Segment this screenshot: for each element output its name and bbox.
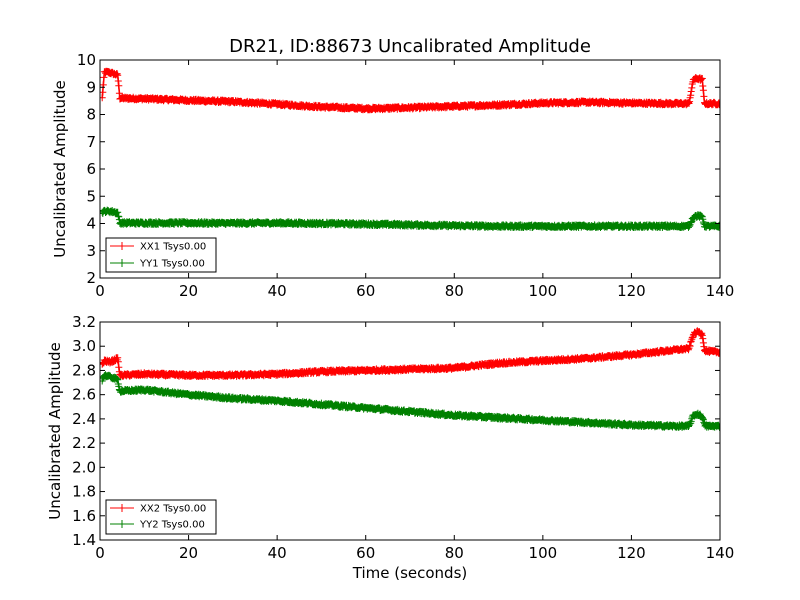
top-y-tick-label: 2 (86, 269, 96, 287)
top-y-tick-label: 7 (86, 133, 96, 151)
top-y-tick-label: 9 (86, 78, 96, 96)
top-x-tick-label: 140 (706, 282, 735, 300)
bottom-y-tick-label: 2.6 (72, 386, 96, 404)
bottom-legend-box (105, 499, 217, 535)
top-series-xx1-markers (100, 67, 720, 114)
top-x-tick-label: 80 (445, 282, 464, 300)
bottom-x-tick-label: 100 (529, 544, 558, 562)
bottom-series-yy2-markers (100, 371, 720, 431)
top-x-tick-label: 40 (268, 282, 287, 300)
bottom-x-tick-label: 120 (617, 544, 646, 562)
top-chart-title: DR21, ID:88673 Uncalibrated Amplitude (229, 36, 591, 57)
bottom-x-axis-label: Time (seconds) (352, 564, 468, 582)
top-legend-box (105, 237, 217, 273)
bottom-series-yy2-line (101, 374, 720, 428)
top-y-axis-label: Uncalibrated Amplitude (51, 80, 69, 257)
bottom-axes-frame (99, 321, 721, 541)
top-x-tick-label: 0 (95, 282, 105, 300)
bottom-y-tick-label: 1.4 (72, 531, 96, 549)
bottom-legend-marker-yy2 (118, 520, 126, 528)
top-legend-marker-yy1 (118, 259, 126, 267)
bottom-ticks: 0 20 40 60 80 100 120 140 1.4 1.6 1.8 2.0 2.2 2.4 2.6 2… (72, 313, 734, 562)
top-y-tick-label: 10 (77, 51, 96, 69)
bottom-y-tick-label: 1.8 (72, 483, 96, 501)
top-x-tick-label: 60 (356, 282, 375, 300)
top-series-yy1-line (101, 210, 720, 227)
bottom-legend: XX2 Tsys0.00 YY2 Tsys0.00 (105, 499, 217, 535)
bottom-legend-label-yy2: YY2 Tsys0.00 (139, 520, 205, 531)
bottom-y-tick-label: 1.6 (72, 507, 96, 525)
bottom-x-tick-label: 140 (706, 544, 735, 562)
top-y-tick-label: 5 (86, 187, 96, 205)
bottom-x-tick-label: 60 (356, 544, 375, 562)
bottom-y-tick-label: 2.0 (72, 458, 96, 476)
top-x-tick-label: 120 (617, 282, 646, 300)
top-y-tick-label: 3 (86, 242, 96, 260)
top-series-yy1-markers (100, 206, 720, 231)
bottom-y-tick-label: 3.2 (72, 313, 96, 331)
bottom-y-tick-label: 2.8 (72, 361, 96, 379)
top-subplot: DR21, ID:88673 Uncalibrated Amplitude Un… (51, 36, 734, 300)
top-legend-label-yy1: YY1 Tsys0.00 (139, 259, 205, 270)
bottom-x-tick-label: 20 (179, 544, 198, 562)
bottom-series-xx2-markers (100, 327, 720, 380)
bottom-x-tick-label: 80 (445, 544, 464, 562)
bottom-x-tick-label: 0 (95, 544, 105, 562)
top-data-layer (100, 67, 720, 231)
bottom-legend-marker-xx2 (118, 504, 126, 512)
top-x-tick-label: 20 (179, 282, 198, 300)
top-ticks: 0 20 40 60 80 100 120 140 2 3 4 5 6 7 8 9 10 (77, 51, 734, 300)
bottom-data-layer (100, 327, 720, 431)
top-y-tick-label: 4 (86, 215, 96, 233)
bottom-series-xx2-line (101, 330, 720, 377)
bottom-x-tick-label: 40 (268, 544, 287, 562)
top-x-tick-label: 100 (529, 282, 558, 300)
top-legend: XX1 Tsys0.00 YY1 Tsys0.00 (105, 237, 217, 273)
bottom-y-tick-label: 3.0 (72, 337, 96, 355)
top-series-xx1-line (101, 71, 720, 110)
top-y-tick-label: 6 (86, 160, 96, 178)
bottom-y-tick-label: 2.4 (72, 410, 96, 428)
top-legend-marker-xx1 (118, 242, 126, 250)
bottom-y-tick-label: 2.2 (72, 434, 96, 452)
top-legend-label-xx1: XX1 Tsys0.00 (140, 242, 206, 253)
top-y-tick-label: 8 (86, 106, 96, 124)
bottom-subplot: Uncalibrated Amplitude Time (seconds) 0 2… (46, 313, 734, 582)
bottom-legend-label-xx2: XX2 Tsys0.00 (140, 504, 206, 515)
bottom-y-axis-label: Uncalibrated Amplitude (46, 342, 64, 519)
